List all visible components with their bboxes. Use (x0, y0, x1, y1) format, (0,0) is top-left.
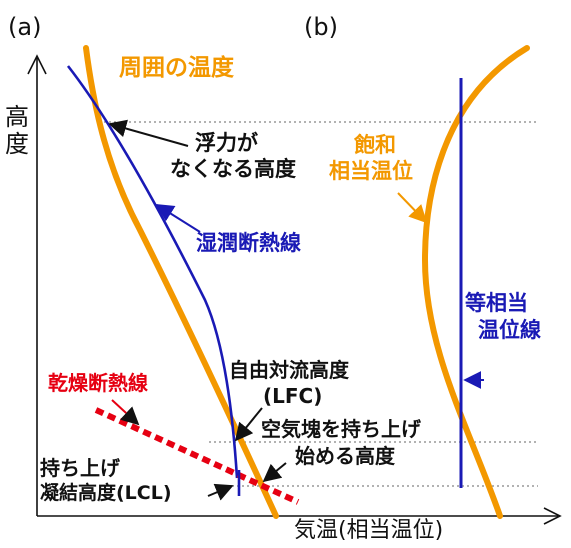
label-lcl-1: 持ち上げ (40, 456, 120, 480)
x-axis-arrowhead (543, 507, 562, 525)
label-parcel-lift-1: 空気塊を持ち上げ (261, 417, 421, 441)
label-moist-adiabat: 湿潤断熱線 (196, 231, 301, 255)
label-lcl-2: 凝結高度(LCL) (40, 482, 172, 504)
label-equal-theta-e-1: 等相当 (465, 291, 528, 315)
label-saturated-theta-e-1: 飽和 (354, 133, 396, 157)
label-buoyancy-lost-2: なくなる高度 (170, 157, 296, 181)
y-axis-label-1: 高 (5, 103, 29, 131)
dry-adiabat-line (94, 407, 300, 505)
label-parcel-lift-2: 始める高度 (295, 444, 395, 468)
moist-adiabat-arrow (155, 204, 201, 233)
dry-adiabat-arrow (111, 399, 140, 426)
x-axis-label: 気温(相当温位) (294, 518, 444, 543)
label-lfc-2: (LFC) (263, 384, 323, 408)
parcel-lift-arrow (262, 462, 287, 483)
label-buoyancy-lost-1: 浮力が (195, 131, 258, 155)
lfc-arrow (234, 407, 263, 442)
y-axis-label-2: 度 (5, 130, 29, 158)
saturated-theta-e-curve (421, 45, 530, 519)
buoyancy-level-arrow (108, 119, 189, 147)
label-saturated-theta-e-2: 相当温位 (329, 159, 413, 183)
lcl-arrow (207, 483, 234, 501)
moist-adiabat-curve (66, 65, 239, 479)
label-equal-theta-e-2: 温位線 (478, 318, 541, 342)
label-dry-adiabat: 乾燥断熱線 (48, 371, 148, 395)
y-axis-arrowhead (27, 54, 47, 75)
saturated-theta-e-arrow (397, 192, 428, 224)
label-ambient-temperature: 周囲の温度 (119, 55, 234, 81)
panel-b-label: (b) (304, 13, 338, 41)
label-lfc-1: 自由対流高度 (229, 358, 349, 382)
panel-a-label: (a) (8, 13, 42, 41)
